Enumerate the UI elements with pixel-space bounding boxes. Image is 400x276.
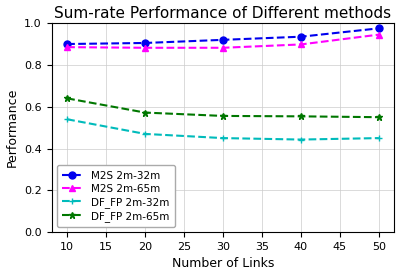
DF_FP 2m-32m	[298, 138, 303, 141]
DF_FP 2m-65m	[143, 111, 148, 114]
Line: M2S 2m-65m: M2S 2m-65m	[64, 31, 382, 51]
DF_FP 2m-65m	[298, 115, 303, 118]
Y-axis label: Performance: Performance	[6, 88, 18, 167]
M2S 2m-32m	[65, 42, 70, 46]
Line: DF_FP 2m-65m: DF_FP 2m-65m	[64, 95, 382, 121]
DF_FP 2m-65m	[65, 97, 70, 100]
M2S 2m-65m	[298, 43, 303, 46]
Line: M2S 2m-32m: M2S 2m-32m	[64, 25, 382, 47]
Title: Sum-rate Performance of Different methods: Sum-rate Performance of Different method…	[54, 6, 392, 20]
M2S 2m-32m	[143, 41, 148, 45]
DF_FP 2m-32m	[143, 132, 148, 136]
Line: DF_FP 2m-32m: DF_FP 2m-32m	[64, 116, 382, 143]
M2S 2m-32m	[376, 27, 381, 30]
Legend: M2S 2m-32m, M2S 2m-65m, DF_FP 2m-32m, DF_FP 2m-65m: M2S 2m-32m, M2S 2m-65m, DF_FP 2m-32m, DF…	[57, 165, 175, 227]
M2S 2m-32m	[221, 38, 226, 41]
DF_FP 2m-65m	[221, 114, 226, 118]
M2S 2m-65m	[376, 33, 381, 36]
DF_FP 2m-32m	[221, 136, 226, 140]
DF_FP 2m-65m	[376, 116, 381, 119]
DF_FP 2m-32m	[65, 118, 70, 121]
M2S 2m-65m	[143, 46, 148, 49]
M2S 2m-32m	[298, 35, 303, 38]
X-axis label: Number of Links: Number of Links	[172, 258, 274, 270]
M2S 2m-65m	[65, 46, 70, 49]
DF_FP 2m-32m	[376, 136, 381, 140]
M2S 2m-65m	[221, 46, 226, 49]
